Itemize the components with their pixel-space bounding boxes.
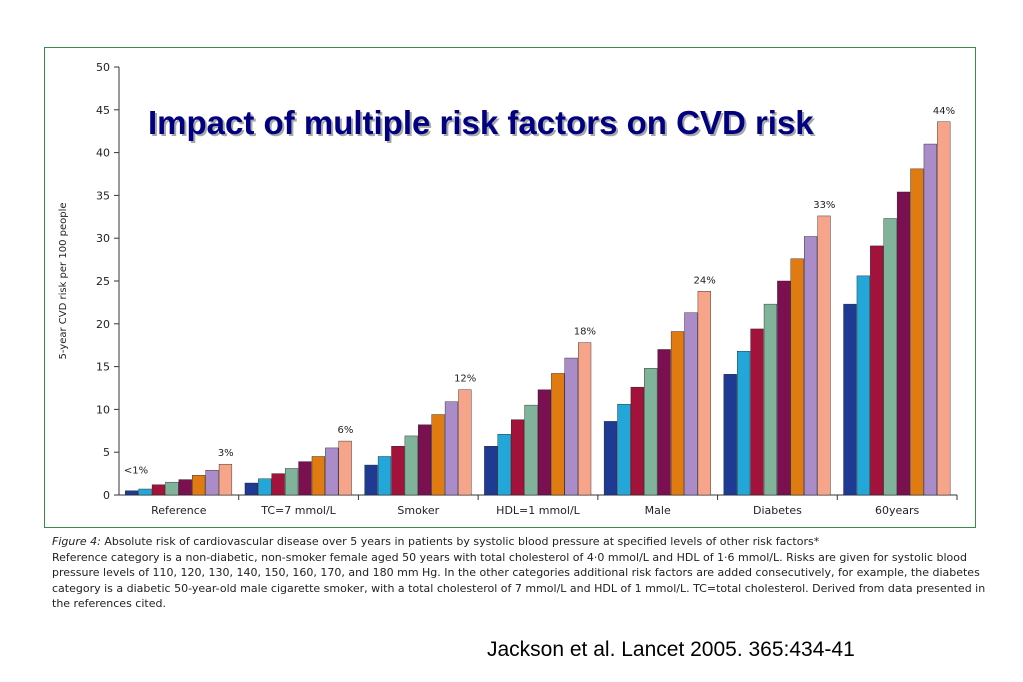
figure-caption: Figure 4: Absolute risk of cardiovascula… <box>52 534 987 612</box>
bar <box>578 342 592 496</box>
bar <box>244 482 258 496</box>
x-tick-label: Smoker <box>397 504 439 517</box>
bar <box>551 373 565 496</box>
y-tick-label: 0 <box>103 489 110 502</box>
x-tick-label: Male <box>645 504 671 517</box>
bar <box>684 312 698 496</box>
y-tick-label: 15 <box>96 361 110 374</box>
bar <box>444 401 459 496</box>
bar <box>804 236 818 496</box>
bar <box>670 331 685 496</box>
bar <box>537 389 552 496</box>
bar <box>644 368 658 496</box>
bar-chart: 0 5 10 15 20 25 30 35 40 45 50 5-year CVD risk per … <box>58 61 958 517</box>
y-tick-label: 40 <box>96 147 110 160</box>
bar <box>617 404 631 496</box>
bar <box>630 386 644 496</box>
y-tick-label: 45 <box>96 104 110 117</box>
bar <box>870 245 884 496</box>
y-tick-label: 50 <box>96 61 110 74</box>
bar <box>298 461 312 496</box>
y-tick-label: 35 <box>96 189 110 202</box>
bar <box>657 349 671 496</box>
bar <box>284 468 299 496</box>
slide-title: Impact of multiple risk factors on CVD r… <box>148 104 814 141</box>
bar <box>603 421 618 496</box>
bar <box>178 479 192 496</box>
bar <box>125 490 139 496</box>
data-label: 44% <box>933 106 955 117</box>
bar <box>883 218 897 496</box>
y-tick-label: 30 <box>96 232 110 245</box>
y-tick-label: 20 <box>96 318 110 331</box>
bar <box>750 328 764 496</box>
bar <box>458 389 472 496</box>
bar <box>896 191 911 496</box>
caption-heading: Figure 4: Absolute risk of cardiovascula… <box>52 534 987 550</box>
bar <box>192 475 206 496</box>
data-label: 18% <box>574 327 596 338</box>
bar <box>697 291 711 496</box>
x-tick-label: HDL=1 mmol/L <box>496 504 581 517</box>
bar <box>364 464 378 496</box>
y-axis-label: 5-year CVD risk per 100 people <box>58 202 69 359</box>
bar <box>777 280 791 496</box>
bar <box>165 481 179 496</box>
data-label: 6% <box>338 425 354 436</box>
bar <box>205 469 219 496</box>
bar <box>564 357 578 496</box>
x-tick-label: Reference <box>151 504 207 517</box>
bar <box>338 440 352 496</box>
data-label: 24% <box>693 275 715 286</box>
bar <box>218 463 233 496</box>
bar <box>325 447 339 496</box>
bar <box>511 419 525 496</box>
bar <box>524 404 538 496</box>
bar <box>817 215 831 496</box>
bar <box>843 303 857 496</box>
citation: Jackson et al. Lancet 2005. 365:434-41 <box>487 638 855 661</box>
bar <box>271 473 285 496</box>
bar <box>404 435 418 496</box>
data-label: 12% <box>454 374 476 385</box>
bar <box>923 143 937 496</box>
chart-frame: 0 5 10 15 20 25 30 35 40 45 50 5-year CVD risk per … <box>44 47 976 528</box>
bar <box>497 434 511 496</box>
y-tick-label: 10 <box>96 403 110 416</box>
bar <box>484 446 498 496</box>
bar <box>391 446 405 496</box>
bar <box>377 456 392 496</box>
bar <box>431 414 445 496</box>
bar <box>258 478 272 496</box>
y-tick-label: 25 <box>96 275 110 288</box>
bar <box>763 303 778 496</box>
bar <box>737 350 751 496</box>
caption-body: Reference category is a non-diabetic, no… <box>52 550 986 611</box>
y-tick-label: 5 <box>103 446 110 459</box>
data-label: 3% <box>218 448 234 459</box>
x-tick-label: Diabetes <box>753 504 802 517</box>
bar <box>856 275 870 496</box>
data-label: 33% <box>813 200 835 211</box>
x-tick-label: 60years <box>875 504 920 517</box>
bar <box>723 374 737 496</box>
bar <box>311 456 325 496</box>
data-label: <1% <box>124 466 148 477</box>
bar <box>138 488 152 496</box>
bar <box>790 258 804 496</box>
bar <box>910 168 924 496</box>
caption-figure-title: Absolute risk of cardiovascular disease … <box>104 535 820 548</box>
bar <box>418 424 432 496</box>
x-tick-label: TC=7 mmol/L <box>260 504 336 517</box>
bar <box>937 121 951 496</box>
caption-figure-label: Figure 4: <box>52 535 101 548</box>
bar <box>151 484 166 496</box>
